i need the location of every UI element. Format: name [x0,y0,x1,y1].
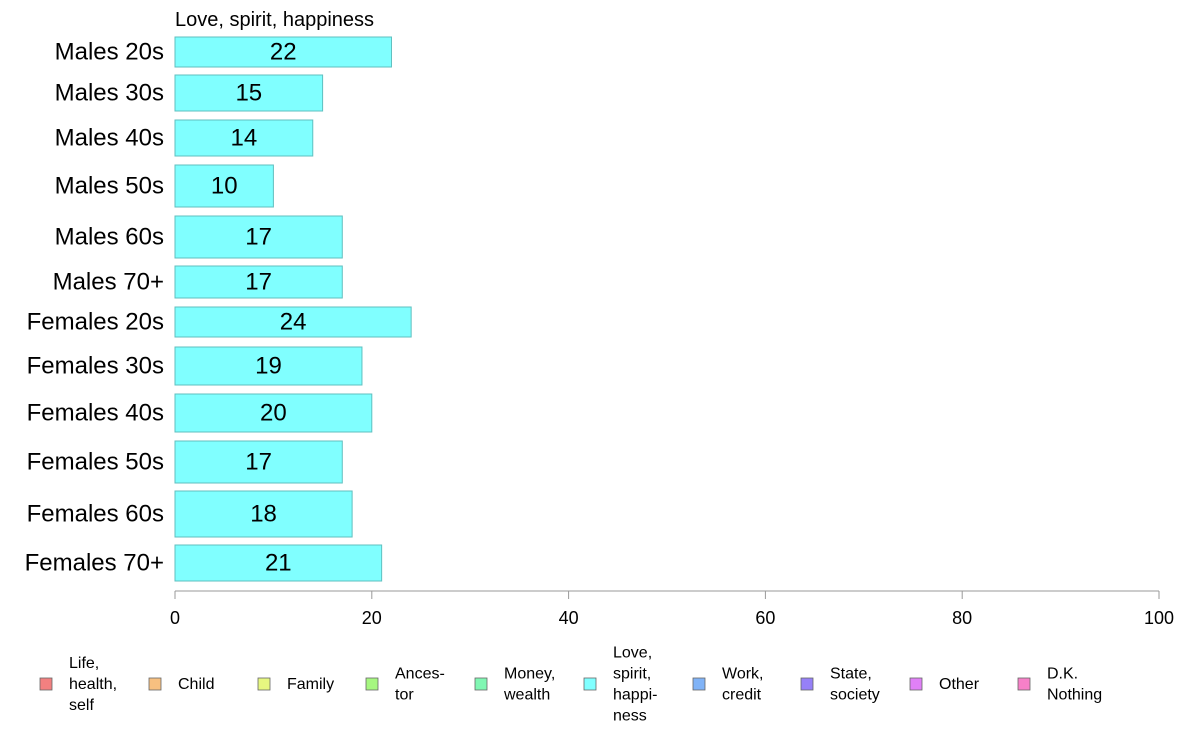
category-label: Males 20s [55,39,164,66]
category-label: Males 50s [55,173,164,200]
bar [174,440,343,484]
legend-label: State, society [830,665,880,703]
legend-label: Life, health, self [69,655,117,714]
legend-swatch [257,677,271,691]
legend-label: Love, spirit, happi-ness [613,644,657,724]
value-label: 17 [245,449,272,476]
x-axis: 0 20 40 60 80 100 [170,590,1174,628]
bar [174,306,412,338]
bar [174,346,363,386]
legend-swatch [1017,677,1031,691]
x-tick-label: 0 [170,608,180,628]
legend-label: Child [178,676,214,693]
legend-label: Money, wealth [503,665,555,703]
category-label: Males 70+ [53,269,164,296]
legend-swatch [474,677,488,691]
value-label: 19 [255,353,282,380]
legend-label: Other [939,676,980,693]
value-label: 17 [245,224,272,251]
value-label: 15 [235,80,262,107]
value-label: 22 [270,39,297,66]
bar [174,490,353,538]
bar [174,119,314,157]
value-label: 14 [231,125,258,152]
category-label: Males 30s [55,80,164,107]
value-label: 10 [211,173,238,200]
category-label: Females 40s [27,400,164,427]
legend: Life, health, self Child Family Ances-tor Mone… [39,644,1102,724]
legend-swatch [148,677,162,691]
legend-swatch [800,677,814,691]
bar [174,265,343,299]
value-label: 24 [280,309,307,336]
bar [174,393,373,433]
value-label: 21 [265,550,292,577]
category-label: Females 70+ [25,550,164,577]
bars-group: Males 20s 22 Males 30s 15 Males 40s 14 Males 5… [25,36,412,582]
chart-title: Love, spirit, happiness [175,9,374,31]
value-label: 18 [250,501,277,528]
bar [174,36,392,68]
category-label: Males 60s [55,224,164,251]
category-label: Females 50s [27,449,164,476]
bar [174,544,383,582]
bar [174,74,324,112]
legend-label: Ances-tor [395,665,445,703]
bar [174,215,343,259]
legend-swatch [909,677,923,691]
x-tick-label: 100 [1144,608,1174,628]
x-tick-label: 40 [559,608,579,628]
category-label: Males 40s [55,125,164,152]
x-tick-label: 60 [755,608,775,628]
category-label: Females 30s [27,353,164,380]
legend-label: D.K. Nothing [1047,665,1102,703]
legend-swatch [583,677,597,691]
legend-label: Family [287,676,334,693]
legend-label: Work, credit [722,665,763,703]
category-label: Females 60s [27,501,164,528]
value-label: 17 [245,269,272,296]
x-tick-label: 20 [362,608,382,628]
bar [174,164,274,208]
legend-swatch [39,677,53,691]
legend-swatch [365,677,379,691]
x-tick-label: 80 [952,608,972,628]
legend-swatch [692,677,706,691]
value-label: 20 [260,400,287,427]
category-label: Females 20s [27,309,164,336]
